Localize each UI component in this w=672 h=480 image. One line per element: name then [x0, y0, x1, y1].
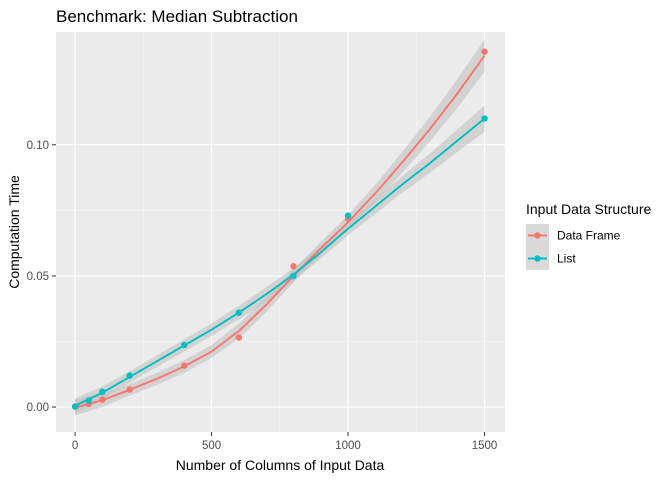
- y-tick-label: 0.05: [27, 271, 49, 283]
- data-point-1: [126, 372, 133, 379]
- data-point-1: [71, 403, 79, 410]
- chart-title: Benchmark: Median Subtraction: [56, 7, 298, 26]
- x-tick-label: 500: [202, 440, 221, 452]
- data-point-1: [344, 212, 352, 219]
- x-tick-label: 0: [72, 440, 78, 452]
- legend-title: Input Data Structure: [526, 201, 652, 217]
- data-point-0: [235, 334, 243, 341]
- data-point-1: [99, 388, 106, 396]
- data-point-0: [126, 386, 133, 393]
- y-tick-label: 0.00: [27, 402, 49, 414]
- x-tick-label: 1000: [335, 440, 361, 452]
- smooth-line-0: [74, 55, 486, 409]
- x-axis-ticks: 0 500 1000 1500: [72, 432, 497, 452]
- y-tick-label: 0.10: [27, 140, 49, 152]
- smooth-lines: [74, 55, 486, 409]
- legend-label-1: List: [557, 252, 576, 266]
- x-axis-title: Number of Columns of Input Data: [176, 457, 385, 473]
- legend-key-point-1: [534, 255, 541, 262]
- confidence-bands: [75, 39, 485, 416]
- data-point-0: [99, 396, 106, 403]
- data-point-0: [481, 48, 488, 55]
- legend-key-point-0: [534, 232, 541, 239]
- data-point-1: [235, 309, 243, 316]
- x-tick-label: 1500: [472, 440, 498, 452]
- data-point-1: [481, 115, 488, 122]
- data-point-0: [181, 362, 188, 369]
- data-point-1: [85, 397, 92, 404]
- legend-label-0: Data Frame: [557, 229, 621, 243]
- ci-band-1: [75, 105, 485, 414]
- y-axis-ticks: 0.00 0.05 0.10: [27, 140, 56, 414]
- plot-panel: [56, 32, 505, 432]
- smooth-line-1: [74, 117, 486, 407]
- data-point-1: [290, 272, 297, 280]
- legend: Input Data Structure Data Frame List: [526, 201, 652, 270]
- y-axis-title: Computation Time: [6, 175, 22, 289]
- data-point-0: [290, 263, 297, 270]
- data-point-1: [181, 341, 188, 349]
- data-points: [71, 48, 488, 410]
